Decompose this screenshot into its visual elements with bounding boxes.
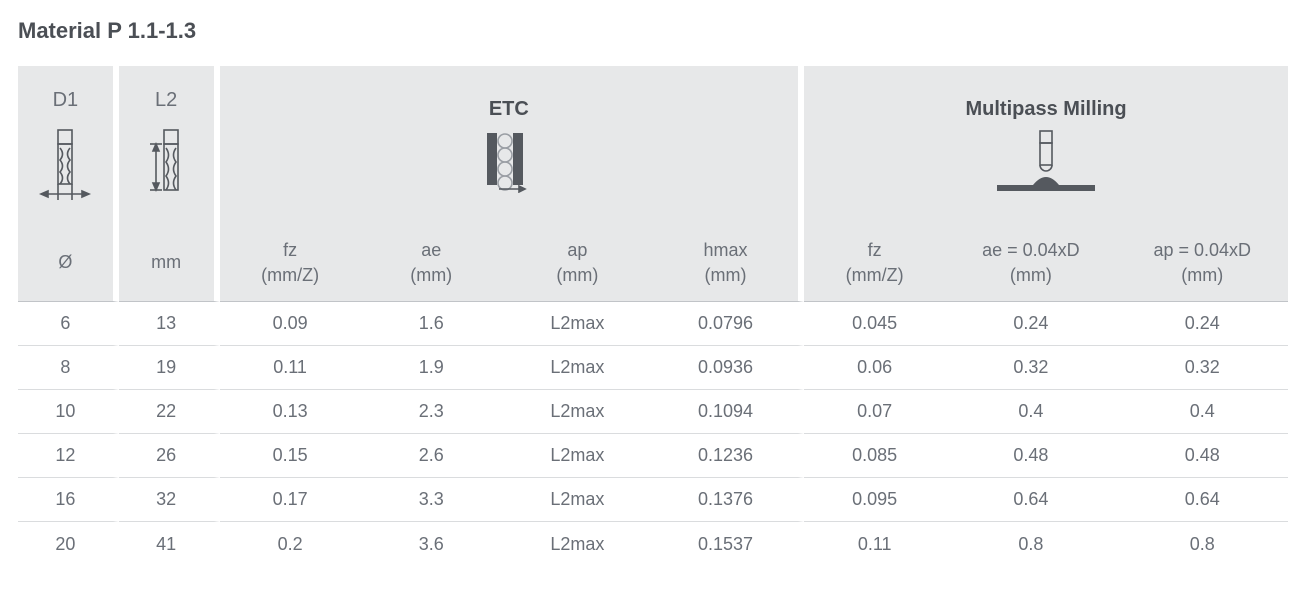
cell-d1: 8: [18, 346, 119, 390]
cell-ae: 1.6: [361, 302, 502, 346]
table-sub-header: Ø mm fz(mm/Z) ae(mm) ap(mm) hmax(mm) fz(…: [18, 224, 1288, 302]
group-etc: ETC: [220, 66, 805, 224]
group-etc-label: ETC: [220, 98, 799, 121]
cell-fz: 0.17: [220, 478, 361, 522]
cell-ap: L2max: [502, 434, 653, 478]
cell-ae2: 0.4: [945, 390, 1116, 434]
col-ap: ap(mm): [502, 224, 653, 302]
cell-ap: L2max: [502, 302, 653, 346]
cell-fz2: 0.07: [804, 390, 945, 434]
table-row: 8 19 0.11 1.9 L2max 0.0936 0.06 0.32 0.3…: [18, 346, 1288, 390]
col-ae: ae(mm): [361, 224, 502, 302]
cell-ap: L2max: [502, 390, 653, 434]
table-body: 6 13 0.09 1.6 L2max 0.0796 0.045 0.24 0.…: [18, 302, 1288, 566]
table-row: 12 26 0.15 2.6 L2max 0.1236 0.085 0.48 0…: [18, 434, 1288, 478]
col-hmax: hmax(mm): [653, 224, 804, 302]
cell-ae: 2.3: [361, 390, 502, 434]
multipass-icon: [991, 129, 1101, 193]
col-d1: Ø: [18, 224, 119, 302]
cell-ap: L2max: [502, 522, 653, 566]
cell-ap2: 0.8: [1117, 522, 1288, 566]
cell-d1: 10: [18, 390, 119, 434]
cell-l2: 22: [119, 390, 220, 434]
table-row: 20 41 0.2 3.6 L2max 0.1537 0.11 0.8 0.8: [18, 522, 1288, 566]
cutting-data-table: D1: [18, 66, 1288, 566]
cell-ae: 1.9: [361, 346, 502, 390]
cell-hm: 0.0796: [653, 302, 804, 346]
cell-fz: 0.09: [220, 302, 361, 346]
cell-ae2: 0.64: [945, 478, 1116, 522]
group-multipass-label: Multipass Milling: [804, 98, 1288, 121]
group-l2: L2: [119, 66, 220, 224]
page-title: Material P 1.1-1.3: [18, 18, 1288, 44]
cell-ae2: 0.48: [945, 434, 1116, 478]
cell-l2: 41: [119, 522, 220, 566]
cell-fz2: 0.085: [804, 434, 945, 478]
cell-l2: 26: [119, 434, 220, 478]
cell-ap2: 0.64: [1117, 478, 1288, 522]
l2-icon: [134, 128, 198, 202]
cell-ae2: 0.32: [945, 346, 1116, 390]
d1-icon: [33, 128, 97, 202]
cell-ae: 2.6: [361, 434, 502, 478]
col-ap2: ap = 0.04xD(mm): [1117, 224, 1288, 302]
table-row: 10 22 0.13 2.3 L2max 0.1094 0.07 0.4 0.4: [18, 390, 1288, 434]
cell-l2: 19: [119, 346, 220, 390]
cell-d1: 6: [18, 302, 119, 346]
cell-fz2: 0.11: [804, 522, 945, 566]
cell-d1: 20: [18, 522, 119, 566]
cell-fz: 0.13: [220, 390, 361, 434]
cell-fz: 0.15: [220, 434, 361, 478]
table-row: 16 32 0.17 3.3 L2max 0.1376 0.095 0.64 0…: [18, 478, 1288, 522]
cell-ap2: 0.24: [1117, 302, 1288, 346]
cell-hm: 0.0936: [653, 346, 804, 390]
cell-ap: L2max: [502, 346, 653, 390]
col-l2: mm: [119, 224, 220, 302]
cell-ap: L2max: [502, 478, 653, 522]
cell-hm: 0.1376: [653, 478, 804, 522]
cell-d1: 12: [18, 434, 119, 478]
page: Material P 1.1-1.3 D1: [0, 0, 1306, 576]
cell-ae2: 0.8: [945, 522, 1116, 566]
cell-ap2: 0.32: [1117, 346, 1288, 390]
cell-d1: 16: [18, 478, 119, 522]
cell-ae2: 0.24: [945, 302, 1116, 346]
group-d1: D1: [18, 66, 119, 224]
group-multipass: Multipass Milling: [804, 66, 1288, 224]
group-l2-label: L2: [119, 89, 214, 112]
cell-l2: 13: [119, 302, 220, 346]
table-group-header: D1: [18, 66, 1288, 224]
group-d1-label: D1: [18, 89, 113, 112]
cell-fz2: 0.045: [804, 302, 945, 346]
cell-ap2: 0.48: [1117, 434, 1288, 478]
cell-ae: 3.3: [361, 478, 502, 522]
col-fz: fz(mm/Z): [220, 224, 361, 302]
table-row: 6 13 0.09 1.6 L2max 0.0796 0.045 0.24 0.…: [18, 302, 1288, 346]
cell-fz: 0.11: [220, 346, 361, 390]
cell-hm: 0.1094: [653, 390, 804, 434]
cell-fz2: 0.095: [804, 478, 945, 522]
cell-ae: 3.6: [361, 522, 502, 566]
cell-ap2: 0.4: [1117, 390, 1288, 434]
col-fz2: fz(mm/Z): [804, 224, 945, 302]
cell-fz2: 0.06: [804, 346, 945, 390]
cell-l2: 32: [119, 478, 220, 522]
cell-hm: 0.1537: [653, 522, 804, 566]
etc-icon: [481, 129, 537, 193]
col-ae2: ae = 0.04xD(mm): [945, 224, 1116, 302]
cell-fz: 0.2: [220, 522, 361, 566]
cell-hm: 0.1236: [653, 434, 804, 478]
